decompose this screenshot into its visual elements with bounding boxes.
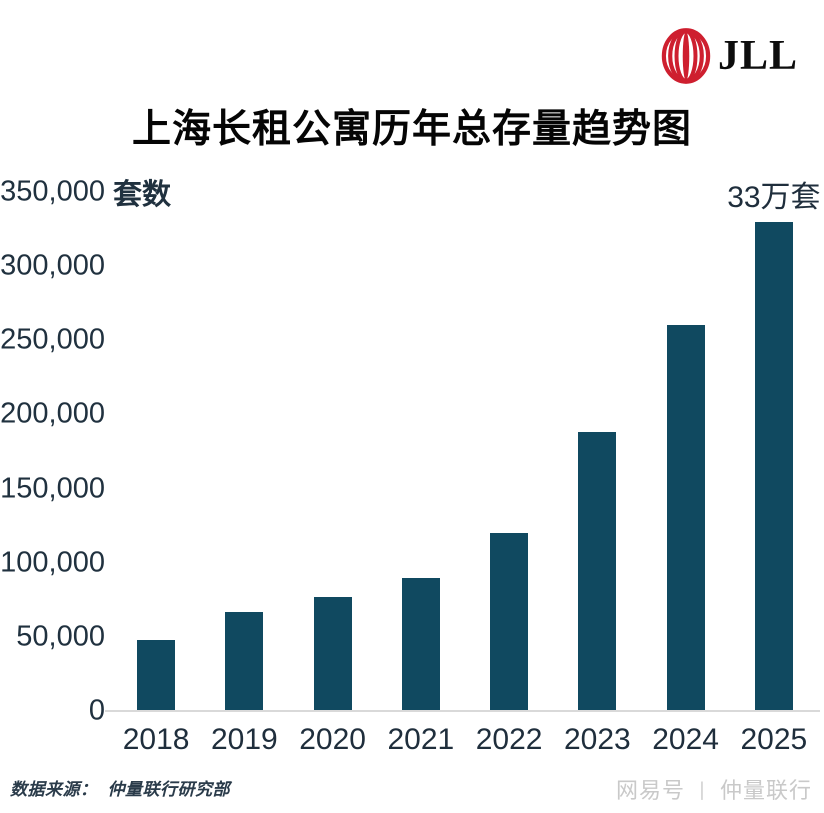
- bar-2023: [578, 432, 617, 711]
- bar-group: [377, 180, 465, 711]
- data-source-label: 数据来源：: [10, 780, 98, 799]
- bar-group: [553, 180, 641, 711]
- bar-2019: [225, 612, 264, 711]
- x-tick-label: 2018: [122, 723, 190, 756]
- x-axis-line: [105, 710, 820, 712]
- bar-group: [200, 180, 288, 711]
- y-tick-label: 250,000: [0, 323, 105, 356]
- x-axis: 2018 2019 2020 2021 2022 2023 2024 2025: [112, 722, 818, 758]
- y-tick-label: 150,000: [0, 472, 105, 505]
- bar-group: [112, 180, 200, 711]
- data-source: 数据来源： 仲量联行研究部: [10, 775, 230, 800]
- watermark-left: 网易号: [615, 778, 685, 803]
- x-tick-label: 2019: [211, 723, 278, 756]
- y-tick-label: 350,000: [0, 175, 105, 208]
- x-tick-label: 2024: [652, 723, 719, 756]
- jll-globe-icon: [661, 28, 711, 84]
- x-tick-label: 2023: [564, 723, 631, 756]
- y-tick-label: 0: [88, 694, 105, 727]
- x-tick-label: 2022: [475, 723, 543, 756]
- bar-2020: [313, 597, 352, 711]
- bar-value-annotation: 33万套: [727, 181, 821, 214]
- y-tick-label: 300,000: [0, 249, 105, 282]
- watermark: 网易号 丨 仲量联行: [616, 773, 812, 805]
- bar-2022: [490, 533, 529, 711]
- y-tick-label: 50,000: [16, 620, 105, 653]
- bar-group: 33万套: [727, 180, 821, 711]
- bar-group: [289, 180, 377, 711]
- bar-chart: 350,000 300,000 250,000 200,000 150,000 100,0…: [0, 176, 824, 762]
- x-tick-label: 2021: [387, 723, 455, 756]
- data-source-value: 仲量联行研究部: [107, 780, 230, 799]
- y-tick-label: 200,000: [0, 397, 105, 430]
- bar-2021: [401, 578, 440, 711]
- x-tick-label: 2020: [299, 723, 366, 756]
- y-tick-label: 100,000: [0, 546, 105, 579]
- bar-group: [465, 180, 553, 711]
- chart-title: 上海长租公寓历年总存量趋势图: [131, 108, 692, 151]
- plot-area: 33万套: [112, 180, 821, 711]
- jll-logo: JLL: [659, 28, 798, 84]
- watermark-separator: 丨: [691, 780, 713, 803]
- y-axis-unit-label: 套数: [113, 179, 172, 211]
- x-tick-label: 2025: [740, 723, 808, 756]
- bar-group: [642, 180, 730, 711]
- watermark-right: 仲量联行: [719, 778, 812, 803]
- bar-2018: [137, 640, 176, 711]
- y-axis: 350,000 300,000 250,000 200,000 150,000 100,0…: [0, 176, 105, 762]
- bar-2024: [666, 325, 705, 711]
- jll-logo-text: JLL: [717, 33, 798, 79]
- bar-2025: [754, 222, 793, 711]
